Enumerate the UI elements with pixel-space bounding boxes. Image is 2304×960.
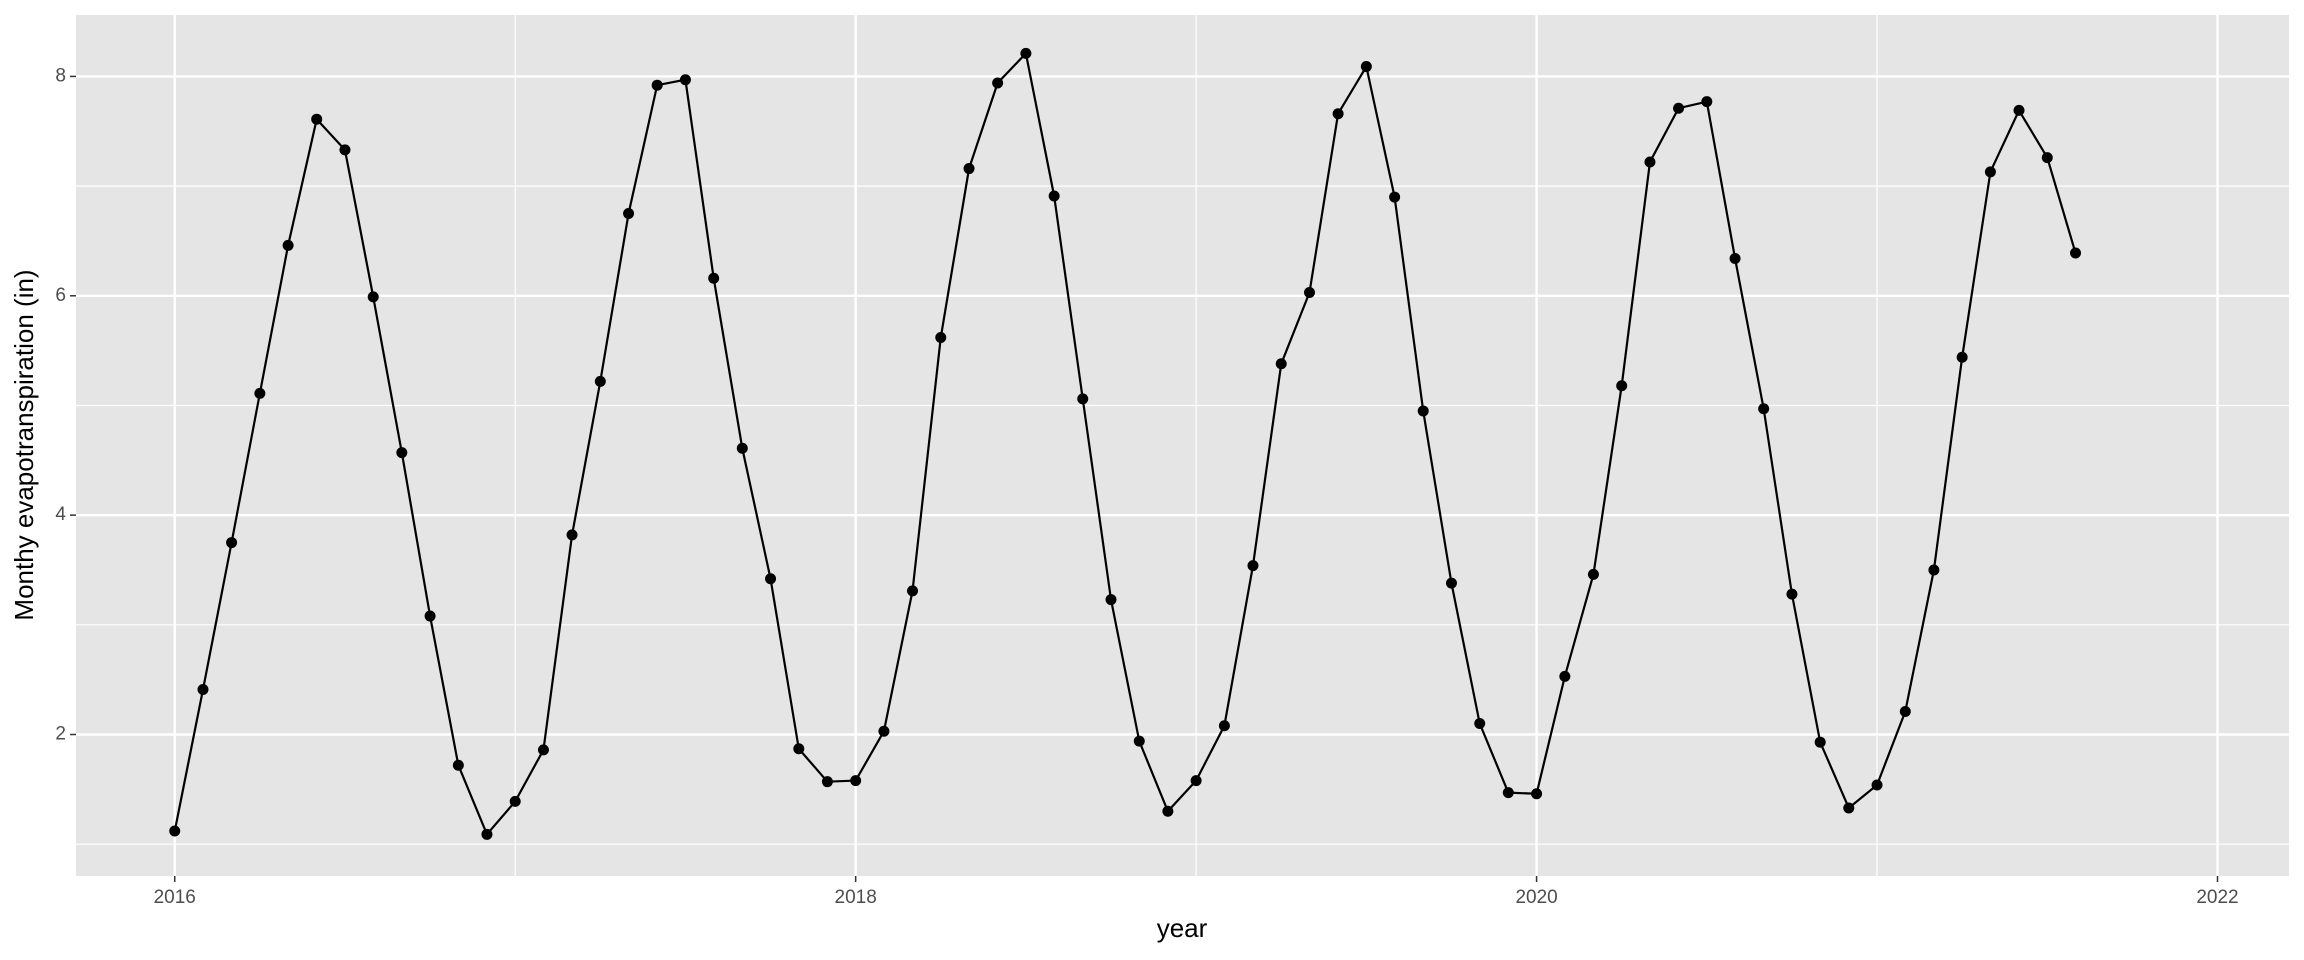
x-tick-label: 2016 bbox=[154, 887, 196, 908]
data-line bbox=[173, 51, 2077, 837]
data-point bbox=[1559, 670, 1571, 682]
data-point bbox=[623, 208, 635, 220]
data-point bbox=[1871, 779, 1883, 791]
data-point bbox=[537, 744, 549, 756]
data-point bbox=[254, 387, 266, 399]
data-point bbox=[1956, 351, 1968, 363]
data-point bbox=[736, 442, 748, 454]
data-point bbox=[679, 74, 691, 86]
data-point bbox=[1077, 393, 1089, 405]
data-point bbox=[850, 775, 862, 787]
data-point bbox=[1020, 47, 1032, 59]
data-point bbox=[1162, 805, 1174, 817]
data-point bbox=[821, 776, 833, 788]
x-tick-label: 2020 bbox=[1515, 887, 1557, 908]
y-tick-label: 4 bbox=[55, 504, 66, 525]
data-point bbox=[1758, 403, 1770, 415]
data-point bbox=[1502, 787, 1514, 799]
data-point bbox=[197, 684, 209, 696]
data-point bbox=[1729, 252, 1741, 264]
data-point bbox=[1105, 594, 1117, 606]
data-point bbox=[396, 447, 408, 459]
data-point bbox=[1673, 102, 1685, 114]
plot-panel bbox=[76, 15, 2289, 876]
data-point bbox=[367, 291, 379, 303]
data-point bbox=[1389, 191, 1401, 203]
data-point bbox=[2041, 152, 2053, 164]
data-point bbox=[1417, 405, 1429, 417]
data-point bbox=[963, 163, 975, 175]
data-point bbox=[1275, 358, 1287, 370]
data-point bbox=[169, 825, 181, 837]
data-point bbox=[992, 77, 1004, 89]
data-point bbox=[1814, 736, 1826, 748]
data-point bbox=[1899, 705, 1911, 717]
data-point bbox=[1048, 190, 1060, 202]
data-point bbox=[1531, 788, 1543, 800]
data-point bbox=[509, 795, 521, 807]
data-point bbox=[708, 272, 720, 284]
data-point bbox=[1303, 286, 1315, 298]
data-point bbox=[1360, 61, 1372, 73]
data-point bbox=[907, 585, 919, 597]
data-point bbox=[765, 573, 777, 585]
y-tick-label: 2 bbox=[55, 724, 66, 745]
y-tick-label: 8 bbox=[55, 65, 66, 86]
data-point bbox=[311, 113, 323, 125]
data-point bbox=[1984, 166, 1996, 178]
y-tick-label: 6 bbox=[55, 285, 66, 306]
data-point bbox=[793, 743, 805, 755]
data-point bbox=[566, 529, 578, 541]
data-point bbox=[1786, 588, 1798, 600]
data-point bbox=[282, 239, 294, 251]
x-tick-label: 2022 bbox=[2196, 887, 2238, 908]
data-point bbox=[651, 79, 663, 91]
data-point bbox=[935, 331, 947, 343]
data-point bbox=[339, 144, 351, 156]
data-point bbox=[2070, 247, 2082, 259]
data-point bbox=[1928, 564, 1940, 576]
data-point bbox=[452, 759, 464, 771]
data-point bbox=[1332, 108, 1344, 120]
data-point bbox=[1843, 802, 1855, 814]
x-tick-label: 2018 bbox=[835, 887, 877, 908]
data-point bbox=[594, 375, 606, 387]
data-point bbox=[481, 828, 493, 840]
data-point bbox=[1616, 380, 1628, 392]
data-point bbox=[1445, 577, 1457, 589]
y-axis-title: Monthy evapotranspiration (in) bbox=[9, 269, 39, 620]
data-point bbox=[1701, 96, 1713, 108]
data-point bbox=[1190, 775, 1202, 787]
data-point bbox=[1587, 568, 1599, 580]
data-point bbox=[1644, 156, 1656, 168]
data-point bbox=[424, 610, 436, 622]
data-point bbox=[1218, 720, 1230, 732]
data-point bbox=[1474, 718, 1486, 730]
data-point bbox=[878, 725, 890, 737]
data-point bbox=[1133, 735, 1145, 747]
x-axis-title: year bbox=[1157, 913, 1208, 943]
data-point bbox=[2013, 104, 2025, 116]
data-point bbox=[226, 537, 238, 549]
data-point bbox=[1247, 560, 1259, 572]
